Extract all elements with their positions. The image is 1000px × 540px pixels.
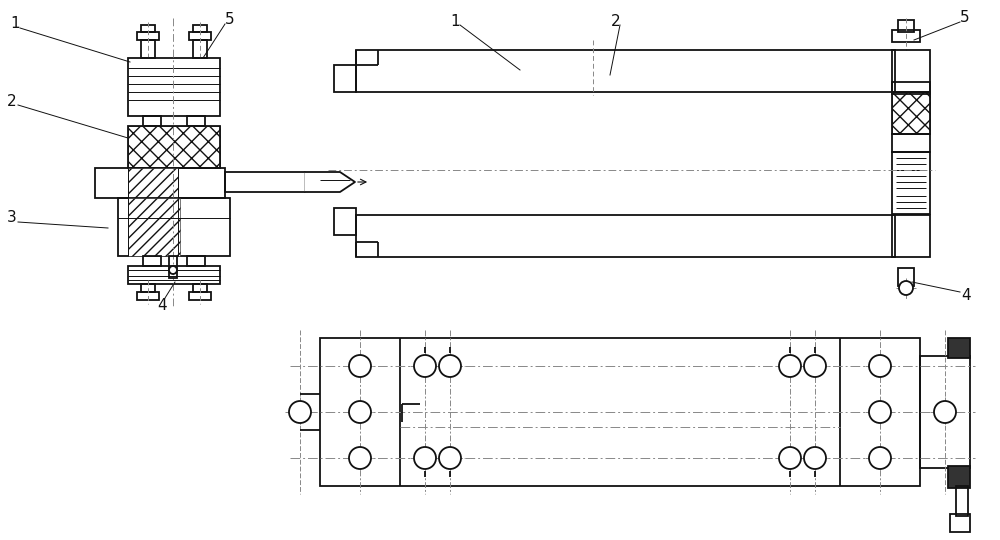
Circle shape [869, 401, 891, 423]
Bar [128, 126, 220, 168]
Bar [143, 256, 161, 266]
Bar [892, 82, 930, 94]
Bar [187, 256, 205, 266]
Bar [892, 30, 920, 42]
Text: 2: 2 [611, 14, 621, 29]
Bar [128, 266, 220, 284]
Bar [118, 198, 230, 256]
Bar [128, 168, 178, 198]
Circle shape [439, 355, 461, 377]
Bar [189, 32, 211, 40]
Bar [189, 292, 211, 300]
Bar [193, 284, 207, 292]
Bar [334, 208, 356, 235]
Circle shape [349, 447, 371, 469]
Bar [898, 20, 914, 32]
Circle shape [779, 447, 801, 469]
Bar [193, 25, 207, 32]
Circle shape [869, 447, 891, 469]
Bar [320, 338, 920, 486]
Bar [948, 466, 970, 488]
Circle shape [869, 355, 891, 377]
Bar [137, 292, 159, 300]
Circle shape [899, 281, 913, 295]
Circle shape [804, 447, 826, 469]
Text: 3: 3 [7, 211, 17, 226]
Bar [141, 284, 155, 292]
Text: 4: 4 [157, 298, 167, 313]
Circle shape [289, 401, 311, 423]
Polygon shape [305, 172, 355, 192]
Bar [920, 356, 970, 468]
Text: 4: 4 [961, 288, 971, 303]
Bar [95, 168, 225, 198]
Bar [892, 215, 930, 257]
Text: 5: 5 [225, 12, 235, 28]
Text: 5: 5 [960, 10, 970, 25]
Circle shape [779, 355, 801, 377]
Bar [128, 126, 220, 168]
Bar [169, 256, 177, 278]
Circle shape [349, 355, 371, 377]
Bar [892, 92, 930, 134]
Bar [334, 65, 356, 92]
Circle shape [349, 401, 371, 423]
Bar [193, 40, 207, 58]
Bar [141, 25, 155, 32]
Bar [898, 268, 914, 286]
Circle shape [169, 266, 177, 274]
Bar [892, 134, 930, 152]
Bar [356, 215, 895, 257]
Bar [141, 40, 155, 58]
Text: 1: 1 [450, 14, 460, 29]
Bar [128, 198, 180, 256]
Circle shape [934, 401, 956, 423]
Bar [948, 338, 970, 358]
Circle shape [439, 447, 461, 469]
Bar [950, 514, 970, 532]
Circle shape [414, 447, 436, 469]
Bar [187, 116, 205, 126]
Text: 1: 1 [10, 17, 20, 31]
Bar [137, 32, 159, 40]
Bar [956, 486, 968, 516]
Bar [225, 172, 305, 192]
Circle shape [414, 355, 436, 377]
Bar [892, 152, 930, 214]
Circle shape [804, 355, 826, 377]
Bar [128, 58, 220, 116]
Bar [356, 50, 895, 92]
Text: 2: 2 [7, 93, 17, 109]
Bar [143, 116, 161, 126]
Bar [892, 50, 930, 92]
Bar [892, 92, 930, 134]
